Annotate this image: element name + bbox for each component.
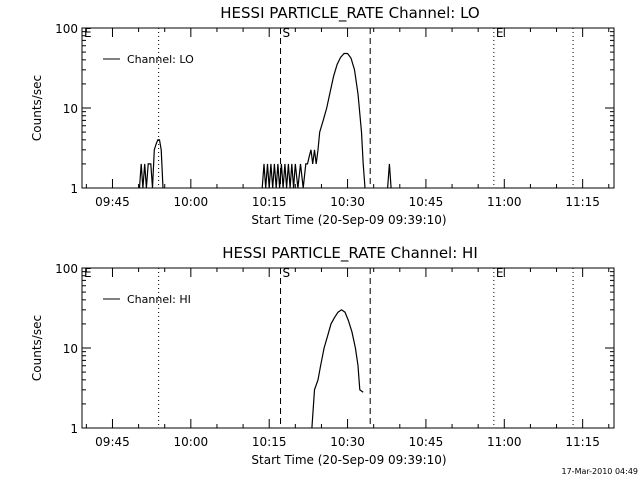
x-tick-label: 11:00	[487, 195, 522, 209]
x-tick-label: 10:00	[174, 195, 209, 209]
chart-title: HESSI PARTICLE_RATE Channel: LO	[220, 4, 479, 23]
panel-hi: HESSI PARTICLE_RATE Channel: HI Counts/s…	[30, 244, 615, 467]
panel-lo: HESSI PARTICLE_RATE Channel: LO Counts/s…	[30, 4, 615, 227]
y-tick-label: 100	[55, 22, 78, 36]
y-tick-label: 100	[55, 262, 78, 276]
x-tick-label: 10:15	[252, 195, 287, 209]
x-tick-label: 10:30	[330, 435, 365, 449]
series-line	[387, 163, 392, 189]
legend-label: Channel: HI	[127, 293, 191, 306]
event-marker-label: S	[283, 266, 291, 280]
x-tick-label: 09:45	[95, 435, 130, 449]
y-tick-label: 10	[63, 102, 78, 116]
x-tick-label: 10:45	[409, 435, 444, 449]
series-line	[138, 139, 164, 189]
x-tick-label: 10:30	[330, 195, 365, 209]
timestamp-stamp: 17-Mar-2010 04:49	[562, 467, 639, 476]
series-line	[311, 309, 364, 429]
legend-label: Channel: LO	[127, 53, 194, 66]
x-tick-label: 11:15	[565, 435, 600, 449]
x-tick-label: 10:15	[252, 435, 287, 449]
x-axis-label: Start Time (20-Sep-09 09:39:10)	[251, 453, 446, 467]
y-tick-label: 1	[70, 182, 78, 196]
y-tick-label: 1	[70, 422, 78, 436]
chart-title: HESSI PARTICLE_RATE Channel: HI	[222, 244, 478, 263]
series-line	[261, 52, 366, 189]
x-tick-label: 10:45	[409, 195, 444, 209]
x-tick-label: 10:00	[174, 435, 209, 449]
x-tick-label: 11:00	[487, 435, 522, 449]
event-marker-label: E	[496, 266, 504, 280]
event-marker-label: E	[84, 266, 92, 280]
event-marker-label: E	[84, 26, 92, 40]
x-axis-label: Start Time (20-Sep-09 09:39:10)	[251, 213, 446, 227]
y-axis-label: Counts/sec	[30, 315, 44, 381]
y-tick-label: 10	[63, 342, 78, 356]
event-marker-label: S	[283, 26, 291, 40]
x-tick-label: 11:15	[565, 195, 600, 209]
y-axis-label: Counts/sec	[30, 75, 44, 141]
event-marker-label: E	[496, 26, 504, 40]
x-tick-label: 09:45	[95, 195, 130, 209]
